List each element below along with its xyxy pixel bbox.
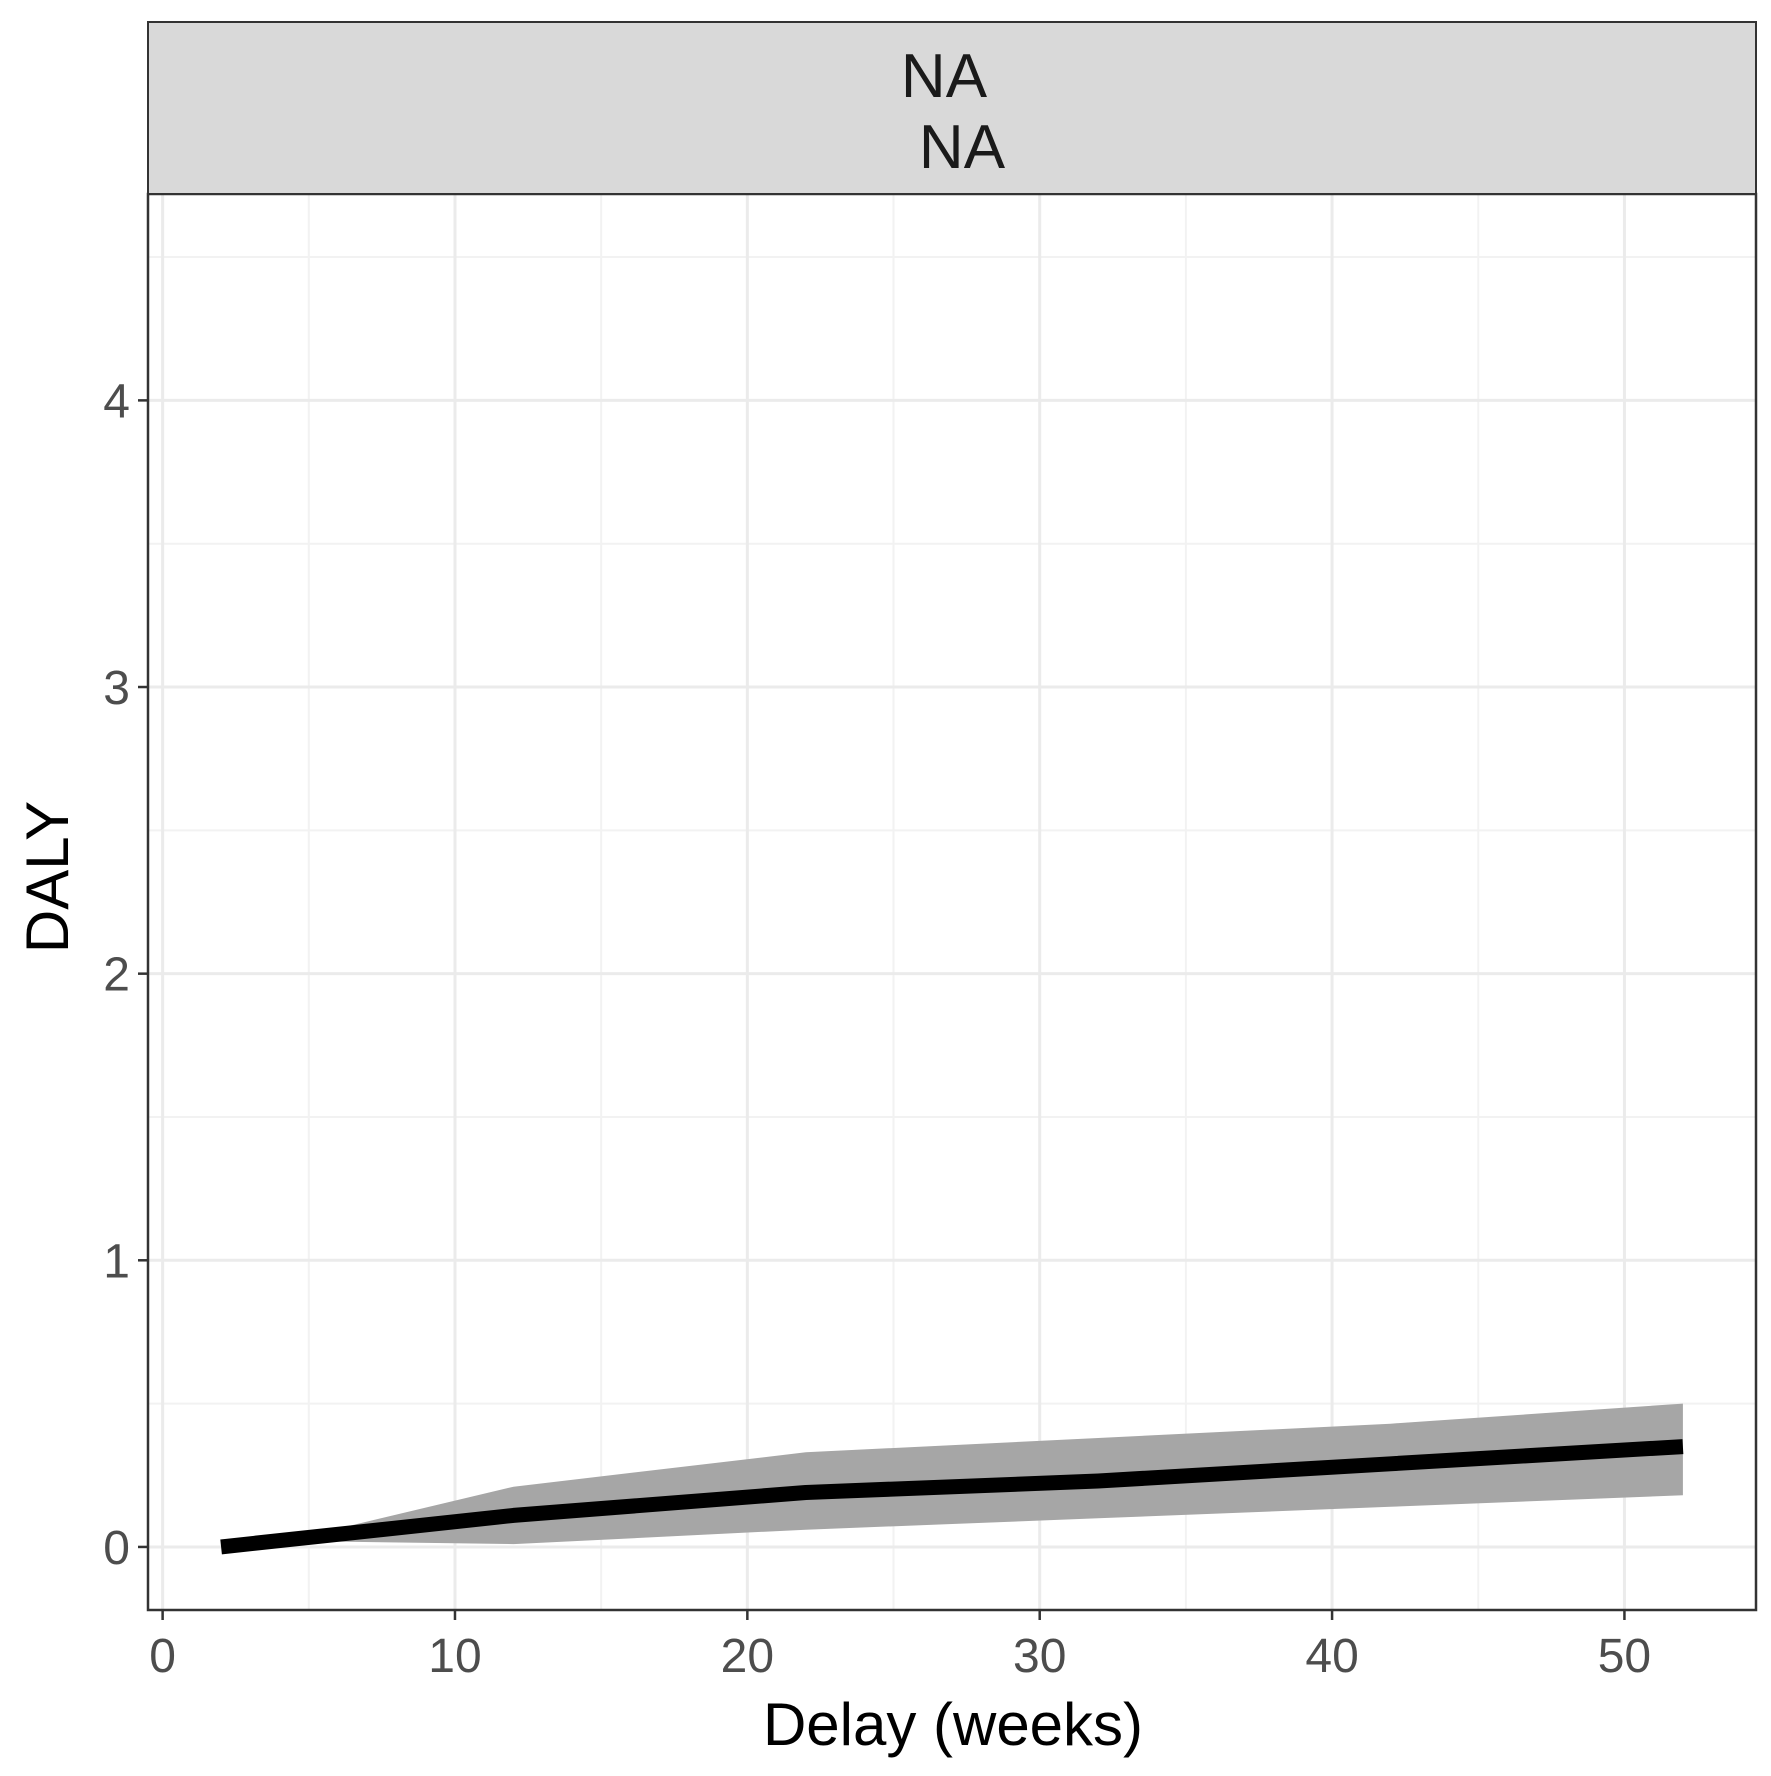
x-tick-label: 50 xyxy=(1598,1630,1651,1683)
series-line xyxy=(220,1439,1684,1555)
y-tick-label: 0 xyxy=(103,1522,130,1575)
series-line-layer xyxy=(220,1439,1684,1555)
y-tick-label: 3 xyxy=(103,662,130,715)
y-axis: 0 1 2 3 4 xyxy=(103,375,148,1575)
x-axis: 0 10 20 30 40 50 xyxy=(149,1610,1651,1683)
panel-fill xyxy=(148,194,1756,1610)
x-tick-label: 10 xyxy=(428,1630,481,1683)
x-tick-label: 20 xyxy=(721,1630,774,1683)
x-axis-title: Delay (weeks) xyxy=(763,1691,1143,1758)
panel-background xyxy=(148,194,1756,1610)
x-tick-label: 0 xyxy=(149,1630,176,1683)
x-tick-label: 40 xyxy=(1305,1630,1358,1683)
y-axis-title: DALY xyxy=(14,801,81,953)
major-gridlines xyxy=(148,194,1756,1610)
facet-label-line2: NA xyxy=(919,113,1006,182)
minor-gridlines xyxy=(148,194,1756,1610)
facet-label-line1: NA xyxy=(901,42,988,111)
y-tick-label: 1 xyxy=(103,1235,130,1288)
y-tick-label: 2 xyxy=(103,949,130,1002)
y-tick-label: 4 xyxy=(103,375,130,428)
x-tick-label: 30 xyxy=(1013,1630,1066,1683)
facet-strip xyxy=(147,21,1757,195)
